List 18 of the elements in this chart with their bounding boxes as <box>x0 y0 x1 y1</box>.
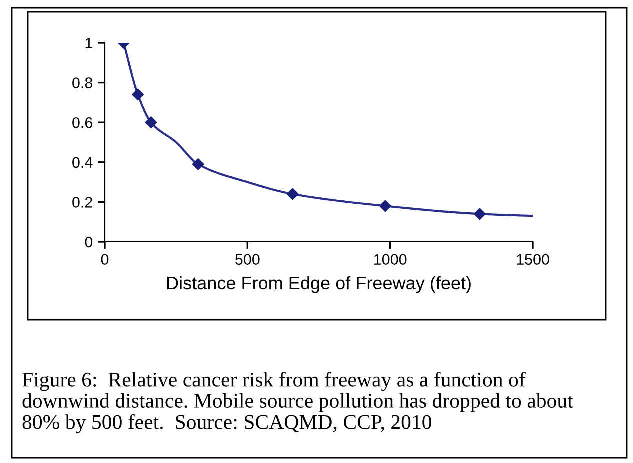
y-tick-label: 0.6 <box>72 117 93 128</box>
caption: Figure 6: Relative cancer risk from freeway as a function of downwind distance. Mobile source pollution has dropped to about 80% by 500 feet. Source: SCAQMD, CCP, 2010 <box>22 372 574 434</box>
x-tick-label: 0 <box>101 254 109 266</box>
y-tick-label: 0.8 <box>72 78 93 88</box>
point <box>192 158 204 170</box>
point <box>145 116 158 128</box>
x-tick-label: 1000 <box>374 254 407 266</box>
point <box>286 188 299 200</box>
point <box>474 208 486 220</box>
x-axis-title: Distance From Edge of Freeway (feet) <box>167 276 471 294</box>
y-tick-label: 0.2 <box>72 197 92 208</box>
point <box>380 200 392 212</box>
y-tick-label: 1 <box>86 38 92 49</box>
x-tick-label: 1500 <box>517 254 550 266</box>
y-tick-label: 0.4 <box>72 157 93 168</box>
y-tick-label: 0 <box>85 236 93 248</box>
point <box>132 88 144 101</box>
x-tick-label: 500 <box>236 254 260 266</box>
